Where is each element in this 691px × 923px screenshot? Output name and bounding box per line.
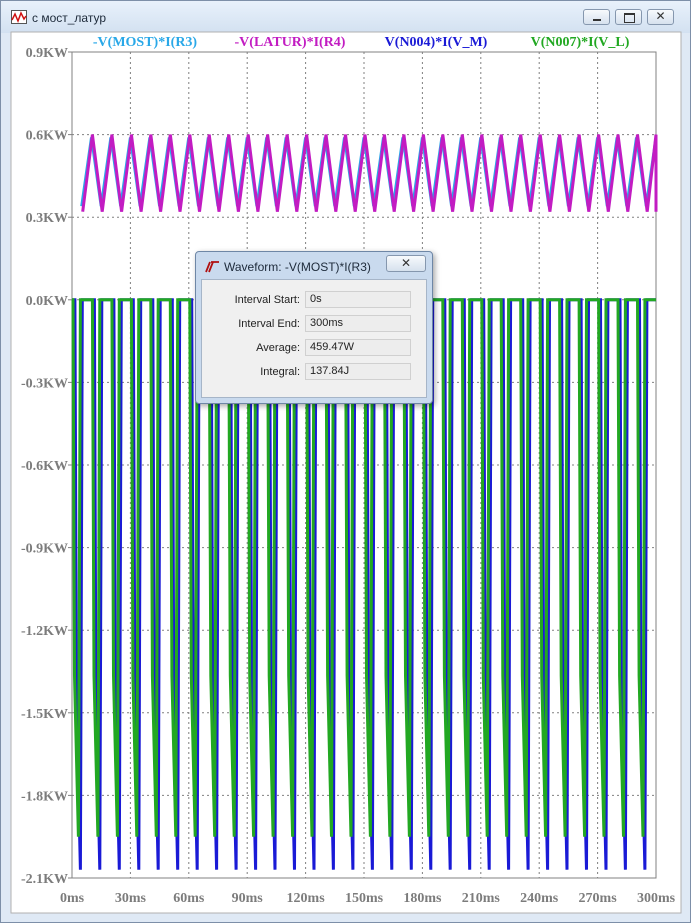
maximize-icon [624,13,635,23]
dialog-body: Interval Start: 0s Interval End: 300ms A… [201,279,427,398]
maximize-button[interactable] [615,9,642,25]
interval-end-row: Interval End: 300ms [202,314,426,334]
close-icon: ✕ [655,9,666,23]
x-tick-label: 210ms [462,891,501,906]
x-tick-label: 240ms [520,891,559,906]
dialog-close-icon: ✕ [400,256,412,270]
x-tick-label: 90ms [232,891,264,906]
x-tick-label: 270ms [579,891,618,906]
dialog-close-button[interactable]: ✕ [386,255,426,272]
trace-label-2: -V(LATUR)*I(R4) [235,35,346,50]
average-label: Average: [256,342,300,354]
x-tick-label: 300ms [637,891,676,906]
minimize-button[interactable] [583,9,610,25]
y-tick-label: -1.5KW [21,707,68,722]
interval-end-value: 300ms [305,315,411,332]
x-tick-label: 180ms [403,891,442,906]
trace-label-3: V(N004)*I(V_M) [385,35,488,50]
average-row: Average: 459.47W [202,338,426,358]
interval-end-label: Interval End: [238,318,300,330]
y-tick-label: -0.9KW [21,542,68,557]
average-value: 459.47W [305,339,411,356]
y-tick-label: -1.8KW [21,789,68,804]
waveform-measure-dialog: Waveform: -V(MOST)*I(R3) ✕ Interval Star… [195,251,433,404]
y-tick-label: 0.6KW [26,129,68,144]
y-tick-label: 0.9KW [26,46,68,61]
interval-start-row: Interval Start: 0s [202,290,426,310]
y-tick-label: -0.3KW [21,376,68,391]
x-tick-label: 60ms [173,891,205,906]
integral-row: Integral: 137.84J [202,362,426,382]
dialog-title: Waveform: -V(MOST)*I(R3) [224,260,371,274]
x-tick-label: 30ms [115,891,147,906]
y-tick-label: 0.0KW [26,294,68,309]
title-bar[interactable]: с мост_латур ✕ [1,1,690,33]
y-tick-label: -0.6KW [21,459,68,474]
y-tick-label: -2.1KW [21,872,68,887]
y-tick-label: -1.2KW [21,624,68,639]
ltspice-logo-icon [205,261,219,273]
window-title: с мост_латур [32,11,107,25]
x-tick-label: 0ms [60,891,85,906]
trace-label-4: V(N007)*I(V_L) [531,35,630,50]
y-tick-label: 0.3KW [26,211,68,226]
minimize-icon [593,19,601,21]
integral-value: 137.84J [305,363,411,380]
x-tick-label: 120ms [287,891,326,906]
integral-label: Integral: [260,366,300,378]
series-v-latur [81,134,658,212]
trace-label-1: -V(MOST)*I(R3) [93,35,198,50]
interval-start-label: Interval Start: [234,294,300,306]
interval-start-value: 0s [305,291,411,308]
waveform-app-icon [11,10,27,24]
close-button[interactable]: ✕ [647,9,674,25]
x-tick-label: 150ms [345,891,384,906]
